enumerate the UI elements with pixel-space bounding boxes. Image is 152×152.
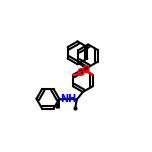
Polygon shape <box>56 100 59 108</box>
Text: NH: NH <box>60 94 76 104</box>
Text: O: O <box>82 65 90 75</box>
Text: O: O <box>76 68 85 78</box>
